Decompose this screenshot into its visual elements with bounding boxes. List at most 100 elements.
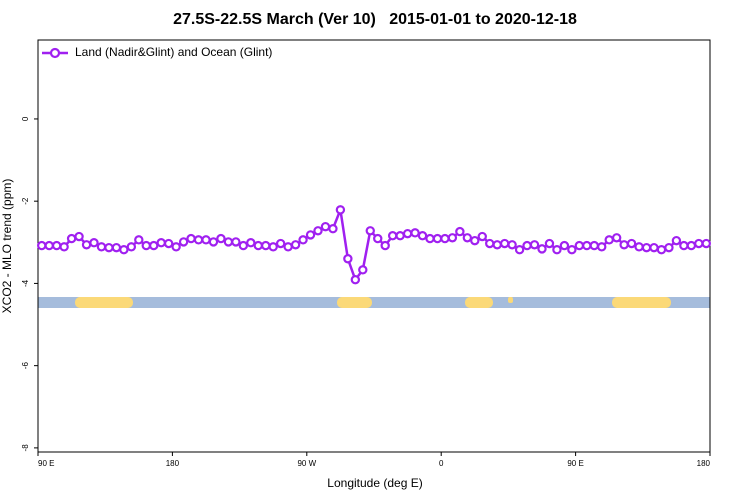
y-tick-label: -8 bbox=[21, 444, 30, 452]
data-point bbox=[66, 233, 77, 244]
data-point bbox=[51, 240, 62, 251]
data-point bbox=[626, 238, 637, 249]
data-point bbox=[410, 228, 420, 238]
data-point bbox=[589, 240, 599, 251]
data-point bbox=[59, 242, 69, 252]
data-point bbox=[320, 221, 331, 232]
data-point bbox=[544, 238, 555, 249]
data-point bbox=[358, 265, 368, 275]
x-tick-label: 90 E bbox=[567, 459, 583, 468]
data-point bbox=[223, 237, 234, 247]
x-tick-label: 180 bbox=[166, 459, 180, 468]
data-point bbox=[514, 245, 525, 255]
data-point bbox=[246, 238, 256, 248]
land-band bbox=[465, 297, 493, 308]
data-point bbox=[537, 244, 547, 254]
data-point bbox=[96, 242, 107, 252]
data-point bbox=[74, 231, 84, 242]
data-point bbox=[238, 240, 249, 251]
data-point bbox=[186, 233, 196, 244]
data-point bbox=[305, 230, 316, 240]
data-point bbox=[216, 233, 226, 244]
legend-label: Land (Nadir&Glint) and Ocean (Glint) bbox=[75, 45, 272, 59]
data-point bbox=[671, 235, 682, 246]
land-band bbox=[337, 297, 372, 308]
data-point bbox=[231, 237, 241, 247]
data-point bbox=[694, 238, 704, 249]
data-point bbox=[522, 240, 532, 251]
data-point bbox=[193, 235, 204, 245]
data-point bbox=[44, 240, 54, 251]
data-point bbox=[567, 245, 577, 255]
data-point bbox=[268, 242, 278, 252]
data-point bbox=[701, 238, 711, 249]
data-point bbox=[611, 233, 622, 243]
plot-frame bbox=[37, 39, 711, 453]
land-band bbox=[612, 297, 671, 308]
data-point bbox=[499, 238, 510, 249]
data-point bbox=[156, 238, 166, 248]
data-point bbox=[313, 226, 323, 236]
data-point bbox=[552, 245, 562, 255]
data-point bbox=[178, 237, 189, 247]
data-point bbox=[283, 242, 293, 252]
data-point bbox=[380, 240, 390, 251]
data-point bbox=[298, 235, 308, 245]
x-tick-label: 180 bbox=[697, 459, 711, 468]
data-point bbox=[134, 235, 144, 245]
data-point bbox=[350, 275, 361, 285]
data-point bbox=[507, 240, 517, 250]
land-band bbox=[75, 297, 133, 308]
data-point bbox=[425, 233, 435, 244]
data-point bbox=[253, 240, 263, 251]
data-point bbox=[290, 240, 301, 250]
data-point bbox=[477, 231, 487, 242]
data-point bbox=[126, 242, 137, 252]
data-point bbox=[111, 242, 122, 253]
data-point bbox=[141, 240, 151, 251]
y-axis-label: XCO2 - MLO trend (ppm) bbox=[0, 179, 14, 314]
data-point bbox=[261, 240, 271, 251]
y-tick-label: 0 bbox=[21, 116, 30, 121]
x-tick-label: 90 E bbox=[38, 459, 54, 468]
data-point bbox=[440, 233, 450, 244]
data-point bbox=[574, 240, 585, 251]
x-tick-label: 0 bbox=[439, 459, 444, 468]
legend-marker bbox=[49, 47, 61, 59]
data-point bbox=[365, 226, 375, 236]
data-point bbox=[395, 231, 405, 241]
ocean-band bbox=[38, 297, 710, 308]
data-point bbox=[656, 245, 667, 255]
series-line bbox=[41, 205, 707, 283]
data-point bbox=[455, 226, 465, 237]
y-tick-label: -6 bbox=[21, 362, 30, 370]
data-point bbox=[619, 240, 629, 250]
data-point bbox=[417, 231, 428, 241]
data-point bbox=[208, 237, 219, 247]
data-point bbox=[335, 205, 346, 215]
x-tick-label: 90 W bbox=[297, 459, 316, 468]
data-point bbox=[81, 240, 92, 250]
data-point bbox=[447, 233, 458, 243]
data-point bbox=[679, 240, 689, 251]
data-point bbox=[492, 240, 502, 250]
data-point bbox=[373, 233, 383, 244]
data-point bbox=[328, 224, 338, 234]
data-point bbox=[387, 231, 398, 241]
data-point bbox=[462, 233, 473, 243]
data-point bbox=[470, 235, 480, 246]
data-point bbox=[641, 242, 652, 253]
data-point bbox=[582, 240, 592, 251]
x-axis-label: Longitude (deg E) bbox=[327, 476, 422, 490]
data-point bbox=[597, 242, 607, 252]
chart-title: 27.5S-22.5S March (Ver 10) 2015-01-01 to… bbox=[173, 11, 577, 28]
data-point bbox=[634, 242, 644, 252]
data-point bbox=[402, 228, 413, 239]
land-band bbox=[508, 297, 513, 303]
land-ocean-strip bbox=[38, 297, 710, 308]
data-point bbox=[201, 235, 211, 245]
data-point bbox=[149, 240, 159, 251]
data-point bbox=[485, 238, 495, 249]
y-tick-label: -2 bbox=[21, 197, 30, 205]
